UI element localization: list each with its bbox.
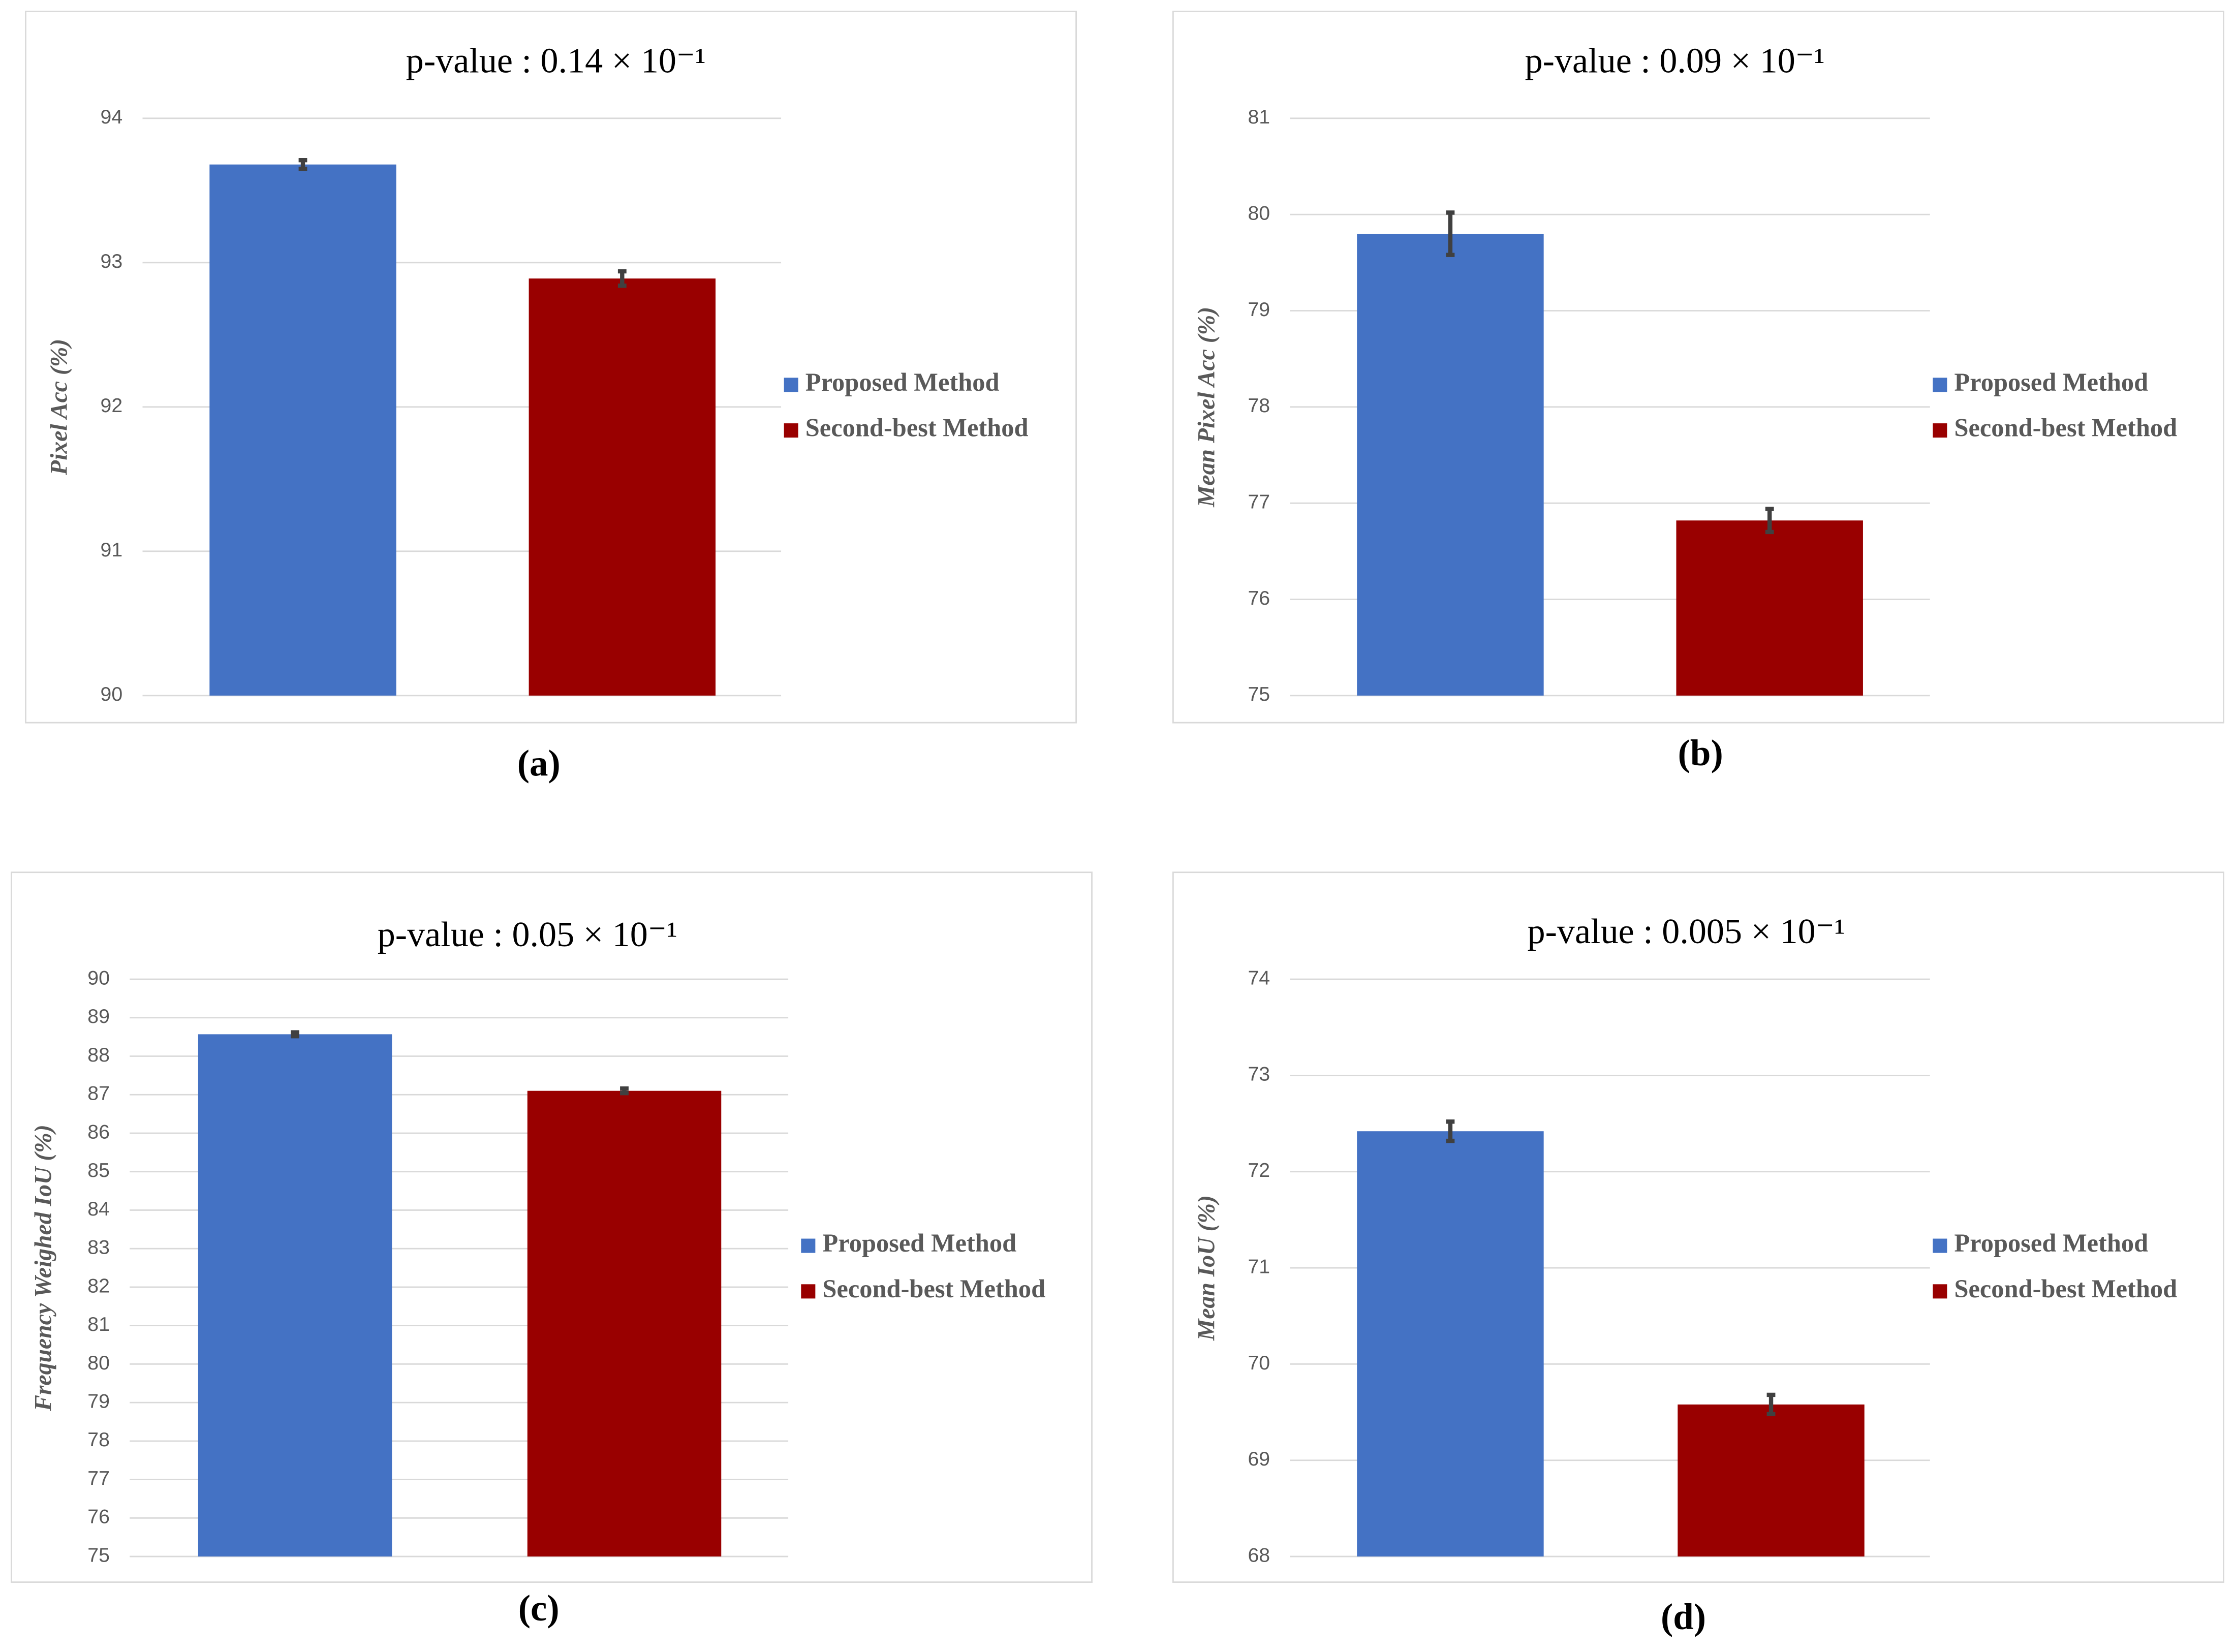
y-tick-label: 69	[1248, 1448, 1270, 1470]
y-tick-label: 84	[87, 1198, 110, 1220]
panel-border	[25, 11, 1077, 724]
y-tick-label: 89	[87, 1005, 110, 1027]
y-tick-label: 90	[87, 967, 110, 989]
legend-label: Second-best Method	[822, 1274, 1045, 1303]
y-tick-label: 68	[1248, 1544, 1270, 1566]
chart-title: p-value : 0.09 × 10⁻¹	[1525, 41, 1825, 80]
y-tick-label: 90	[101, 683, 123, 705]
y-tick-label: 73	[1248, 1063, 1270, 1085]
y-tick-label: 85	[87, 1159, 110, 1181]
y-tick-label: 92	[101, 394, 123, 417]
y-tick-label: 83	[87, 1236, 110, 1259]
bar	[209, 164, 396, 696]
panel-border	[1172, 871, 2224, 1583]
y-tick-label: 82	[87, 1274, 110, 1297]
y-tick-label: 75	[87, 1544, 110, 1566]
y-tick-label: 77	[87, 1467, 110, 1489]
error-bar	[620, 1086, 629, 1096]
y-tick-label: 94	[101, 106, 123, 128]
y-tick-label: 78	[1248, 394, 1270, 417]
legend-swatch	[1933, 1284, 1947, 1299]
bar	[1357, 234, 1544, 696]
chart-title: p-value : 0.005 × 10⁻¹	[1528, 912, 1845, 951]
panel-caption: (b)	[1678, 732, 1723, 773]
y-tick-label: 91	[101, 539, 123, 561]
error-bar	[1446, 210, 1455, 257]
legend-swatch	[801, 1284, 816, 1299]
error-bar	[1446, 1119, 1455, 1143]
y-tick-label: 77	[1248, 491, 1270, 513]
y-tick-label: 72	[1248, 1159, 1270, 1181]
y-tick-label: 81	[87, 1313, 110, 1335]
y-tick-label: 74	[1248, 967, 1270, 989]
y-axis-label: Mean Pixel Acc (%)	[1193, 307, 1220, 508]
y-tick-label: 71	[1248, 1255, 1270, 1277]
panel-caption: (d)	[1661, 1596, 1706, 1637]
legend-swatch	[1933, 1238, 1947, 1253]
y-tick-label: 76	[87, 1506, 110, 1528]
legend-swatch	[784, 423, 798, 438]
y-tick-label: 80	[1248, 202, 1270, 225]
legend-swatch	[1933, 423, 1947, 438]
panel-border	[1172, 11, 2224, 724]
y-tick-label: 78	[87, 1428, 110, 1451]
y-axis-label: Mean IoU (%)	[1193, 1195, 1220, 1341]
legend-label: Proposed Method	[1954, 368, 2148, 396]
y-axis-label: Pixel Acc (%)	[46, 339, 73, 476]
error-bar	[298, 158, 307, 171]
bar	[527, 1090, 722, 1557]
panel-caption: (c)	[518, 1587, 560, 1629]
legend-label: Second-best Method	[1954, 414, 2177, 442]
y-tick-label: 75	[1248, 683, 1270, 705]
panel-caption: (a)	[517, 742, 561, 784]
chart-title: p-value : 0.05 × 10⁻¹	[378, 915, 677, 954]
legend-swatch	[784, 378, 798, 392]
bar	[1676, 520, 1863, 696]
error-bar	[291, 1030, 300, 1039]
error-bar	[617, 269, 627, 288]
legend-swatch	[801, 1238, 816, 1253]
y-tick-label: 76	[1248, 587, 1270, 609]
legend-label: Second-best Method	[1954, 1274, 2177, 1303]
error-bar	[1765, 507, 1774, 535]
y-tick-label: 80	[87, 1352, 110, 1374]
error-bar	[1766, 1392, 1776, 1417]
bar	[1678, 1404, 1865, 1557]
bar	[198, 1034, 392, 1557]
legend-label: Proposed Method	[822, 1229, 1016, 1257]
legend-label: Second-best Method	[805, 414, 1029, 442]
y-tick-label: 88	[87, 1044, 110, 1066]
bar	[529, 278, 716, 696]
y-tick-label: 79	[87, 1390, 110, 1412]
y-tick-label: 86	[87, 1120, 110, 1143]
y-axis-label: Frequency Weighed IoU (%)	[30, 1125, 57, 1412]
y-tick-label: 93	[101, 250, 123, 272]
legend-swatch	[1933, 378, 1947, 392]
chart-title: p-value : 0.14 × 10⁻¹	[406, 41, 706, 80]
bar	[1357, 1131, 1544, 1557]
y-tick-label: 87	[87, 1082, 110, 1105]
panel-border	[11, 871, 1093, 1583]
y-tick-label: 79	[1248, 298, 1270, 321]
legend-label: Proposed Method	[1954, 1229, 2148, 1257]
y-tick-label: 81	[1248, 106, 1270, 128]
y-tick-label: 70	[1248, 1352, 1270, 1374]
legend-label: Proposed Method	[805, 368, 1000, 396]
